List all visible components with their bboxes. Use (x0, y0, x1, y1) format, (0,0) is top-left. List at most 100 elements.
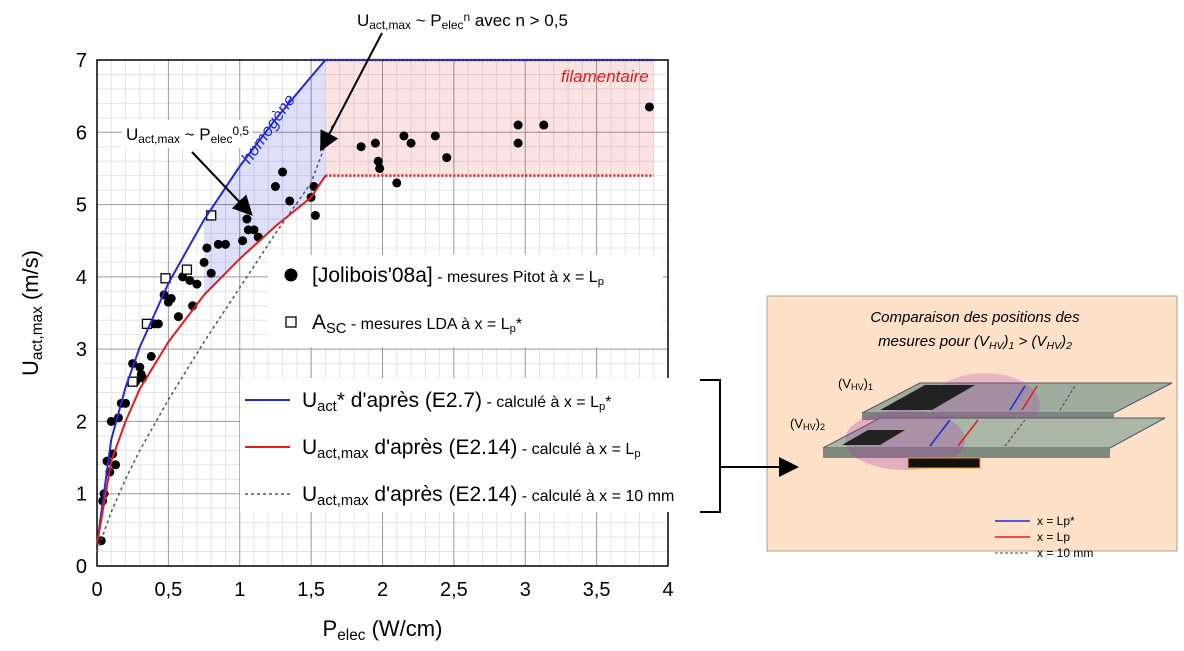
data-point (406, 138, 416, 148)
y-tick-label: 2 (76, 411, 87, 433)
text-part: mesures pour (V (878, 333, 991, 350)
text-part: 1 (868, 382, 873, 392)
legend-label: Uact,max d'après (E2.14) - calculé à x =… (302, 436, 641, 462)
y-tick-label: 4 (76, 267, 87, 289)
legend-detail: - calculé à x = Lp (517, 441, 640, 460)
text-part: act (317, 399, 337, 415)
data-point (173, 312, 183, 322)
data-point (111, 460, 121, 470)
text-part: * (605, 394, 611, 411)
data-point (356, 142, 366, 152)
data-point (238, 236, 248, 246)
text-part: act,max (317, 446, 369, 462)
text-part: act,max (369, 18, 411, 32)
text-part: U (302, 389, 317, 412)
legend-label: Uact* d'après (E2.7) - calculé à x = Lp* (302, 389, 611, 415)
data-point (513, 120, 523, 130)
data-point (166, 294, 176, 304)
text-part: d'après (E2.14) (369, 483, 518, 506)
data-point (213, 239, 223, 249)
text-part: - calculé à x = 10 mm (517, 488, 674, 505)
inset-label: (VHV)1 (838, 376, 873, 392)
x-axis-label: Pelec (W/cm) (323, 616, 443, 644)
data-point (106, 416, 116, 426)
data-point (270, 182, 280, 191)
legend-detail: - calculé à x = Lp* (482, 394, 611, 413)
text-part: U (126, 125, 138, 144)
data-point (399, 131, 409, 141)
text-part: U (302, 483, 317, 506)
text-part: 0,5 (232, 124, 249, 138)
text-part: ~ P (180, 125, 211, 144)
text-part: Comparaison des positions des (870, 309, 1080, 326)
text-part: U (357, 11, 369, 30)
text-part: A (312, 311, 326, 334)
text-part: - mesures Pitot à x = L (433, 269, 598, 286)
text-part: d'après (E2.14) (369, 436, 518, 459)
bracket (700, 379, 721, 513)
ground-electrode (907, 457, 981, 469)
data-point (153, 319, 163, 329)
text-part: (V (790, 416, 803, 431)
data-point (192, 279, 202, 289)
annotation-bg (122, 120, 252, 148)
text-part: > (V (1014, 333, 1048, 350)
x-tick-label: 4 (662, 579, 673, 601)
data-point (199, 257, 209, 267)
data-point (644, 102, 654, 112)
inset-label: (VHV)2 (790, 416, 825, 432)
legend-marker (285, 316, 297, 328)
data-point (181, 264, 193, 275)
arrow (320, 32, 383, 152)
legend-detail: - mesures LDA à x = Lp* (346, 316, 522, 335)
annotation: Uact,max ~ Pelec0,5 (126, 124, 249, 146)
text-part: ) (864, 376, 868, 391)
arrow (191, 151, 253, 216)
text-part: p (510, 323, 516, 335)
electrode (842, 430, 905, 445)
data-point (96, 536, 106, 546)
text-part: U (302, 436, 317, 459)
text-part: HV (803, 422, 817, 432)
text-part: ~ P (411, 11, 442, 30)
data-point (121, 398, 131, 408)
legend-detail: - mesures Pitot à x = Lp (433, 269, 604, 288)
legend-box (268, 255, 663, 347)
text-part: [Jolibois'08a] (312, 264, 433, 287)
text-part: elec (337, 627, 366, 644)
data-point (249, 225, 259, 235)
data-point (285, 196, 295, 206)
x-tick-label: 3,5 (583, 579, 611, 601)
data-point (160, 273, 171, 284)
y-axis-label: Uact,max (m/s) (18, 250, 46, 376)
text-part: (V (838, 376, 851, 391)
line-lp (1021, 385, 1038, 411)
data-point (185, 275, 195, 285)
inset-legend-label: x = Lp* (1037, 514, 1075, 528)
inset-legend-label: x = Lp (1037, 530, 1070, 544)
annotation: Uact,max ~ Pelecn avec n > 0,5 (357, 10, 568, 32)
data-point (141, 318, 153, 329)
legend-name: ASC (312, 311, 347, 337)
line-lp-star (929, 419, 951, 447)
text-part: (W/cm) (365, 616, 442, 641)
legend-label: ASC - mesures LDA à x = Lp* (312, 311, 522, 337)
legend-name: Uact* d'après (E2.7) (302, 389, 482, 415)
text-part: - mesures LDA à x = L (346, 316, 509, 333)
text-part: P (323, 616, 338, 641)
data-point (373, 156, 383, 166)
data-point (202, 243, 212, 253)
text-part: 2 (1065, 340, 1072, 352)
text-part: SC (326, 321, 347, 337)
plasma (845, 410, 965, 470)
series-line (96, 175, 327, 545)
line-lp (957, 419, 979, 447)
data-point (430, 131, 440, 141)
x-tick-label: 2,5 (440, 579, 468, 601)
text-part: ) (1002, 333, 1009, 350)
y-tick-label: 7 (76, 50, 87, 72)
inset-legend-label: x = 10 mm (1037, 546, 1093, 560)
line-10mm (1004, 419, 1026, 447)
region-label: filamentaire (561, 67, 649, 86)
